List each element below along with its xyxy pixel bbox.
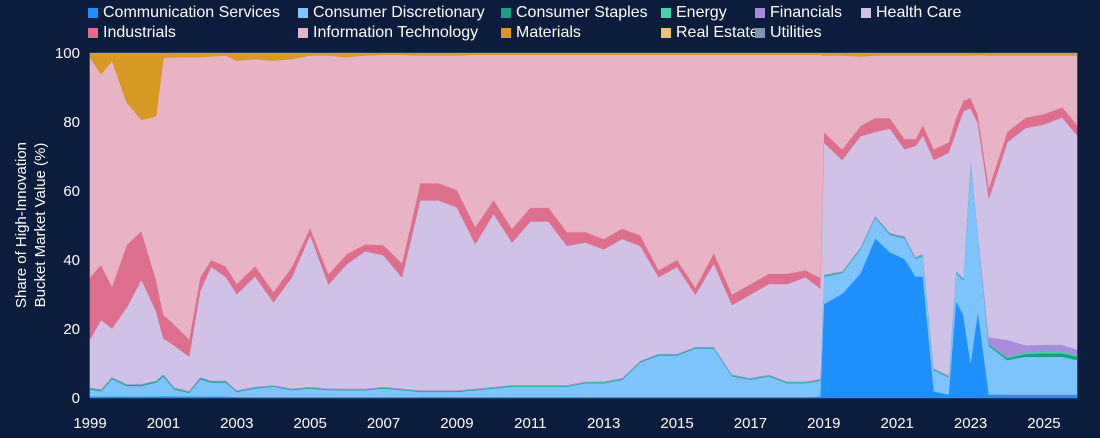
legend-swatch	[661, 27, 671, 38]
x-tick-label-2001: 2001	[147, 415, 180, 432]
legend-swatch	[88, 7, 98, 18]
legend-swatch	[661, 7, 671, 18]
legend-item-materials: Materials	[501, 23, 661, 42]
x-tick-label-2023: 2023	[954, 415, 987, 432]
legend-swatch	[861, 7, 871, 18]
legend-item-utilities: Utilities	[755, 23, 861, 42]
legend-label: Information Technology	[313, 24, 479, 41]
legend-item-consumer-discretionary: Consumer Discretionary	[298, 3, 501, 22]
y-axis-label-line-2: Bucket Market Value (%)	[32, 143, 49, 308]
legend-item-consumer-staples: Consumer Staples	[501, 3, 661, 22]
x-tick-label-1999: 1999	[73, 415, 106, 432]
y-tick-label-40: 40	[63, 252, 80, 269]
legend-label: Consumer Discretionary	[313, 4, 485, 21]
x-tick-label-2019: 2019	[807, 415, 840, 432]
y-axis-label-line-1: Share of High-Innovation	[13, 142, 30, 308]
legend-label: Materials	[516, 24, 581, 41]
legend-item-energy: Energy	[661, 3, 755, 22]
x-tick-label-2015: 2015	[660, 415, 693, 432]
legend-swatch	[88, 27, 98, 38]
x-tick-label-2013: 2013	[587, 415, 620, 432]
y-axis-label: Share of High-Innovation Bucket Market V…	[13, 142, 49, 308]
y-tick-label-100: 100	[55, 45, 80, 62]
legend-label: Consumer Staples	[516, 4, 648, 21]
y-tick-label-0: 0	[72, 390, 80, 407]
x-tick-label-2025: 2025	[1027, 415, 1060, 432]
x-tick-label-2003: 2003	[220, 415, 253, 432]
y-tick-label-20: 20	[63, 321, 80, 338]
x-tick-label-2005: 2005	[293, 415, 326, 432]
legend-swatch	[298, 7, 308, 18]
legend-item-real-estate: Real Estate	[661, 23, 759, 42]
legend-swatch	[501, 7, 511, 18]
x-tick-label-2011: 2011	[514, 415, 546, 432]
legend-label: Communication Services	[103, 4, 280, 21]
legend-swatch	[755, 27, 765, 38]
x-axis: 1999 2001 2003 2005 2007 2009 2011 2013 2015 2017…	[73, 415, 1060, 432]
y-axis: 0 20 40 60 80 100	[55, 45, 80, 407]
x-tick-label-2007: 2007	[367, 415, 400, 432]
legend-label: Health Care	[876, 4, 962, 21]
x-tick-label-2009: 2009	[440, 415, 473, 432]
y-tick-label-80: 80	[63, 114, 80, 131]
legend-swatch	[501, 27, 511, 38]
legend-swatch	[755, 7, 765, 18]
x-tick-label-2017: 2017	[734, 415, 767, 432]
chart-legend: Communication Services Consumer Discretio…	[88, 3, 1041, 42]
legend-swatch	[298, 27, 308, 38]
legend-label: Industrials	[103, 24, 176, 41]
x-tick-label-2021: 2021	[881, 415, 914, 432]
legend-item-communication-services: Communication Services	[88, 3, 298, 22]
area-series-group	[89, 52, 1078, 399]
legend-label: Utilities	[770, 24, 822, 41]
legend-item-industrials: Industrials	[88, 23, 298, 42]
legend-label: Financials	[770, 4, 843, 21]
legend-item-information-technology: Information Technology	[298, 23, 501, 42]
legend-item-financials: Financials	[755, 3, 861, 22]
legend-item-health-care: Health Care	[861, 3, 1041, 22]
legend-label: Real Estate	[676, 24, 759, 41]
legend-label: Energy	[676, 4, 727, 21]
y-tick-label-60: 60	[63, 183, 80, 200]
